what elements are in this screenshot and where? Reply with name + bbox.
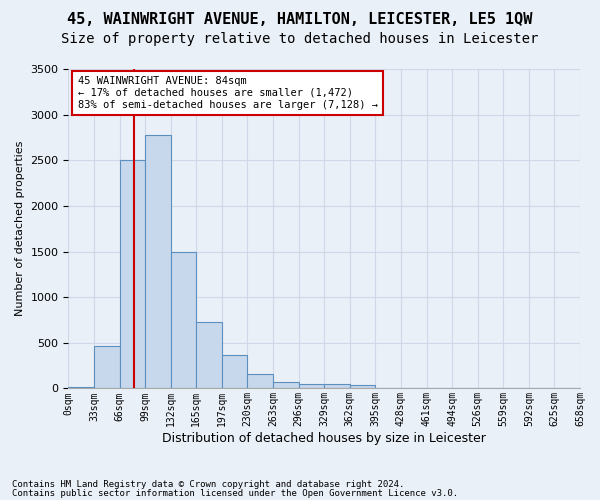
Bar xyxy=(299,384,324,388)
Text: Size of property relative to detached houses in Leicester: Size of property relative to detached ho… xyxy=(61,32,539,46)
Text: Contains public sector information licensed under the Open Government Licence v3: Contains public sector information licen… xyxy=(12,488,458,498)
Text: 45 WAINWRIGHT AVENUE: 84sqm
← 17% of detached houses are smaller (1,472)
83% of : 45 WAINWRIGHT AVENUE: 84sqm ← 17% of det… xyxy=(78,76,378,110)
Bar xyxy=(247,374,273,388)
Bar xyxy=(196,322,222,388)
Bar xyxy=(273,382,299,388)
Bar xyxy=(350,385,376,388)
Text: 45, WAINWRIGHT AVENUE, HAMILTON, LEICESTER, LE5 1QW: 45, WAINWRIGHT AVENUE, HAMILTON, LEICEST… xyxy=(67,12,533,26)
Bar xyxy=(171,252,196,388)
Bar xyxy=(222,354,247,388)
X-axis label: Distribution of detached houses by size in Leicester: Distribution of detached houses by size … xyxy=(162,432,486,445)
Bar xyxy=(94,346,119,389)
Text: Contains HM Land Registry data © Crown copyright and database right 2024.: Contains HM Land Registry data © Crown c… xyxy=(12,480,404,489)
Bar xyxy=(119,160,145,388)
Y-axis label: Number of detached properties: Number of detached properties xyxy=(15,141,25,316)
Bar xyxy=(324,384,350,388)
Bar xyxy=(145,134,171,388)
Bar xyxy=(68,386,94,388)
